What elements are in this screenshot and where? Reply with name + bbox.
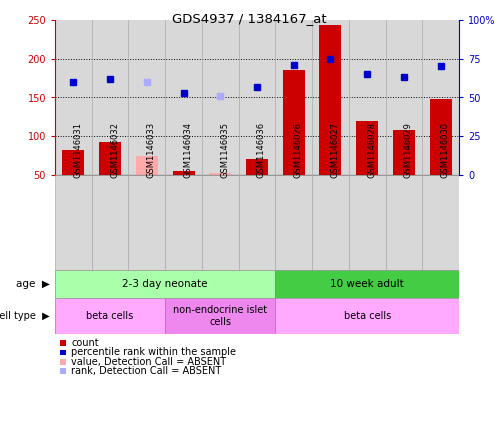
Text: GDS4937 / 1384167_at: GDS4937 / 1384167_at (172, 12, 327, 25)
Bar (356, 121, 378, 175)
Text: GSM1146036: GSM1146036 (257, 122, 266, 178)
Bar (55, 20, 92, 175)
Text: count: count (71, 338, 99, 348)
Bar (165, 298, 275, 334)
Text: GSM1146035: GSM1146035 (220, 122, 229, 178)
Bar (283, 70, 305, 175)
Text: GSM1146033: GSM1146033 (147, 122, 156, 178)
Text: GSM1146034: GSM1146034 (184, 122, 193, 178)
Text: GSM1146029: GSM1146029 (404, 122, 413, 178)
Text: 10 week adult: 10 week adult (330, 279, 404, 289)
Bar (312, 20, 349, 175)
Text: GSM1146032: GSM1146032 (110, 122, 119, 178)
Bar (386, 20, 422, 175)
Text: GSM1146027: GSM1146027 (330, 122, 339, 178)
Bar (422, 175, 459, 270)
Text: beta cells: beta cells (86, 311, 134, 321)
Bar (92, 20, 128, 175)
Bar (202, 20, 239, 175)
Bar (55, 298, 165, 334)
Text: GSM1146031: GSM1146031 (73, 122, 82, 178)
Bar (246, 159, 268, 175)
Bar (136, 156, 158, 175)
Text: GSM1146028: GSM1146028 (367, 122, 376, 178)
Bar (386, 175, 422, 270)
Bar (275, 270, 459, 298)
Bar (55, 175, 92, 270)
Bar (209, 173, 232, 175)
Bar (128, 20, 165, 175)
Text: cell type  ▶: cell type ▶ (0, 311, 50, 321)
Bar (275, 20, 312, 175)
Text: value, Detection Call = ABSENT: value, Detection Call = ABSENT (71, 357, 227, 367)
Text: age  ▶: age ▶ (16, 279, 50, 289)
Bar (422, 20, 459, 175)
Bar (128, 175, 165, 270)
Text: GSM1146030: GSM1146030 (441, 122, 450, 178)
Bar (173, 171, 195, 175)
Text: percentile rank within the sample: percentile rank within the sample (71, 347, 237, 357)
Text: rank, Detection Call = ABSENT: rank, Detection Call = ABSENT (71, 366, 222, 376)
Bar (349, 20, 386, 175)
Bar (99, 142, 121, 175)
Bar (165, 175, 202, 270)
Text: beta cells: beta cells (343, 311, 391, 321)
Bar (275, 298, 459, 334)
Bar (239, 175, 275, 270)
Bar (319, 25, 341, 175)
Bar (202, 175, 239, 270)
Bar (349, 175, 386, 270)
Bar (275, 175, 312, 270)
Bar (393, 130, 415, 175)
Bar (312, 175, 349, 270)
Bar (62, 150, 84, 175)
Text: 2-3 day neonate: 2-3 day neonate (122, 279, 208, 289)
Text: non-endocrine islet
cells: non-endocrine islet cells (173, 305, 267, 327)
Bar (92, 175, 128, 270)
Bar (55, 270, 275, 298)
Text: GSM1146026: GSM1146026 (294, 122, 303, 178)
Bar (165, 20, 202, 175)
Bar (239, 20, 275, 175)
Bar (430, 99, 452, 175)
